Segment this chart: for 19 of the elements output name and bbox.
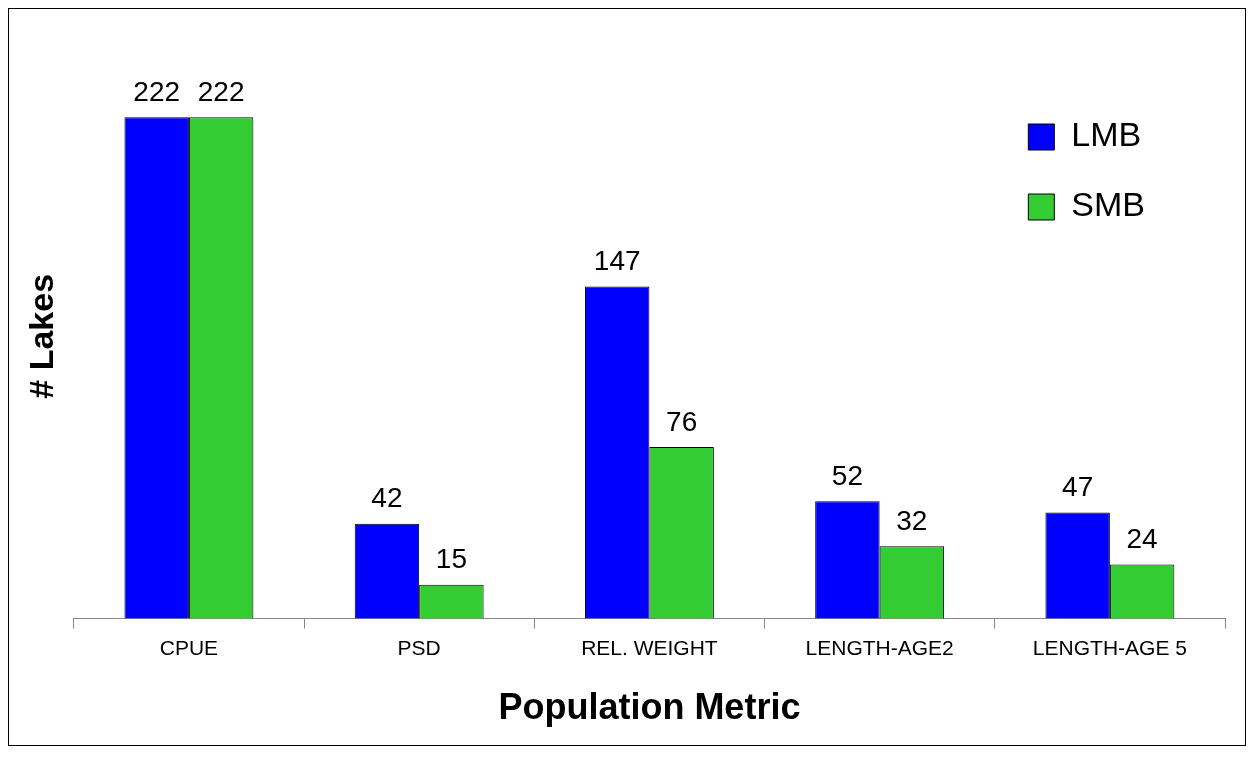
x-axis-title: Population Metric [498, 686, 801, 728]
data-label: 24 [1126, 523, 1158, 555]
data-label: 222 [133, 75, 181, 107]
data-label: 52 [831, 459, 863, 491]
data-label: 42 [371, 482, 403, 514]
y-axis-title: # Lakes [21, 273, 60, 399]
x-tick-label: LENGTH-AGE 5 [1032, 636, 1187, 659]
legend-label: LMB [1071, 115, 1142, 154]
data-label: 76 [666, 405, 698, 437]
x-tick-label: REL. WEIGHT [581, 636, 718, 659]
data-label: 15 [435, 543, 467, 575]
x-tick-label: CPUE [159, 636, 219, 659]
data-label: 32 [896, 505, 928, 537]
x-tick-label: LENGTH-AGE2 [805, 636, 954, 659]
data-label: 47 [1062, 471, 1094, 503]
legend-label: SMB [1071, 185, 1146, 224]
data-label: 147 [593, 245, 641, 277]
x-tick-label: PSD [397, 636, 441, 659]
data-label: 222 [197, 75, 245, 107]
